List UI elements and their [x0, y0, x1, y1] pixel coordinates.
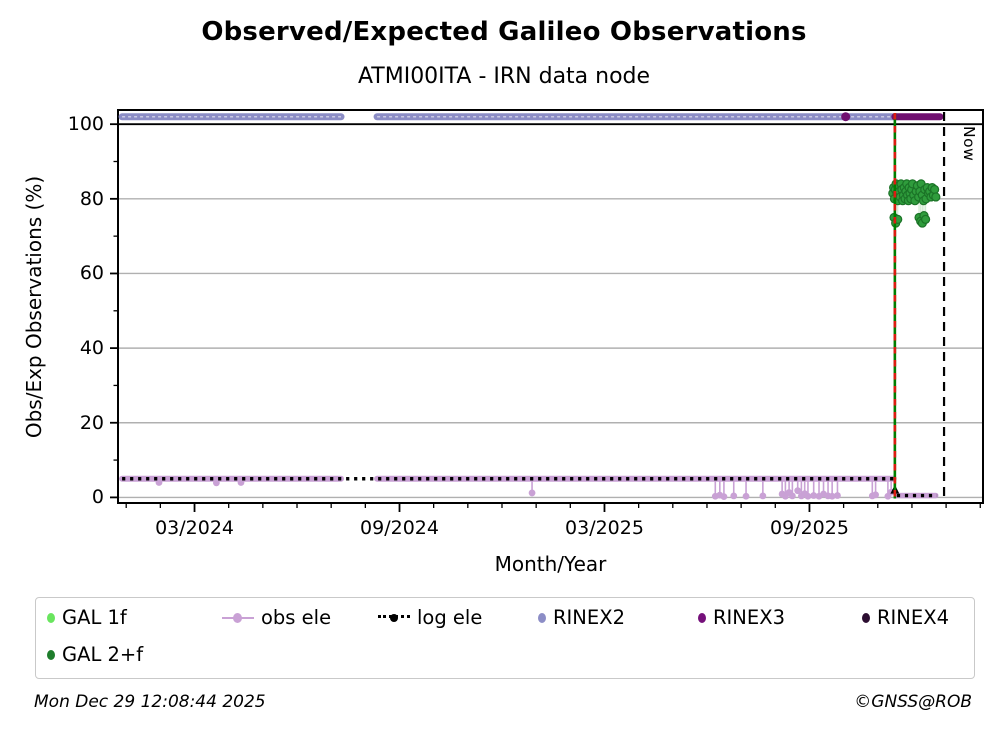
x-axis-label: Month/Year	[494, 552, 607, 576]
legend-item: log ele	[378, 606, 482, 629]
gal2f-point	[921, 214, 931, 224]
obs-ele-dip-point	[828, 492, 836, 500]
obs-ele-dip-point	[810, 492, 818, 499]
chart-subtitle: ATMI00ITA - IRN data node	[357, 64, 651, 89]
copyright-text: ©GNSS@ROB	[854, 692, 972, 712]
chart-title: Observed/Expected Galileo Observations	[201, 17, 807, 47]
legend-item-label: RINEX2	[553, 606, 625, 629]
legend-item-label: obs ele	[261, 606, 332, 629]
x-tick-label: 09/2025	[769, 517, 849, 539]
legend-item: obs ele	[222, 606, 331, 629]
gal2f-point	[931, 192, 941, 202]
gal2f-point	[930, 184, 940, 195]
y-tick-label: 20	[79, 411, 104, 434]
obs-ele-dip-point	[794, 487, 802, 495]
y-tick-label: 0	[91, 486, 104, 509]
legend-item: GAL 1f	[47, 606, 127, 629]
obs-ele-post-point	[932, 492, 939, 499]
legend-box: GAL 1f obs ele log ele RINEX2 RINEX3 RINEX4 GA…	[35, 597, 975, 679]
obs-ele-dip-point	[730, 492, 738, 500]
plot-frame	[117, 109, 984, 504]
obs-ele-dip-point	[237, 479, 245, 486]
y-tick-label: 40	[79, 337, 104, 360]
x-tick-label: 03/2024	[155, 517, 234, 539]
obs-ele-dip-point	[804, 492, 812, 500]
legend-item-label: GAL 2+f	[62, 643, 144, 666]
legend-marker-dot	[47, 649, 55, 660]
legend-marker-dot	[538, 612, 546, 623]
now-line-label: Now	[960, 126, 978, 162]
timestamp-text: Mon Dec 29 12:08:44 2025	[34, 692, 266, 712]
obs-ele-dip-point	[155, 479, 163, 486]
legend-marker-dotted-line-dot	[378, 612, 410, 624]
y-tick-label: 80	[79, 187, 104, 210]
obs-ele-dip-point	[834, 492, 841, 499]
legend-item: GAL 2+f	[47, 643, 143, 666]
legend-marker-line-dot	[222, 612, 254, 624]
x-tick-label: 03/2025	[565, 517, 644, 539]
rinex3-point	[841, 112, 851, 122]
y-axis-label: Obs/Exp Observations (%)	[22, 175, 46, 439]
legend-marker-dot	[862, 612, 870, 623]
legend-item: RINEX3	[698, 606, 785, 629]
legend-item-label: RINEX4	[877, 606, 949, 629]
legend-item-label: GAL 1f	[62, 606, 127, 629]
obs-ele-dip-point	[872, 491, 879, 499]
legend-item: RINEX4	[862, 606, 949, 629]
obs-ele-dip-point	[742, 492, 750, 500]
obs-ele-dip-point	[720, 493, 728, 501]
legend-marker-dot	[47, 612, 55, 623]
obs-ele-dip-point	[788, 492, 796, 500]
legend-marker-dot	[698, 612, 706, 623]
legend-item-label: RINEX3	[713, 606, 785, 629]
obs-ele-dip-point	[528, 489, 536, 497]
obs-ele-dip-point	[759, 492, 767, 500]
x-tick-label: 09/2024	[360, 517, 439, 539]
y-tick-label: 60	[79, 262, 104, 285]
obs-ele-dip-point	[212, 479, 220, 487]
legend-item: RINEX2	[538, 606, 625, 629]
legend-item-label: log ele	[417, 606, 483, 629]
y-tick-label: 100	[67, 113, 104, 136]
